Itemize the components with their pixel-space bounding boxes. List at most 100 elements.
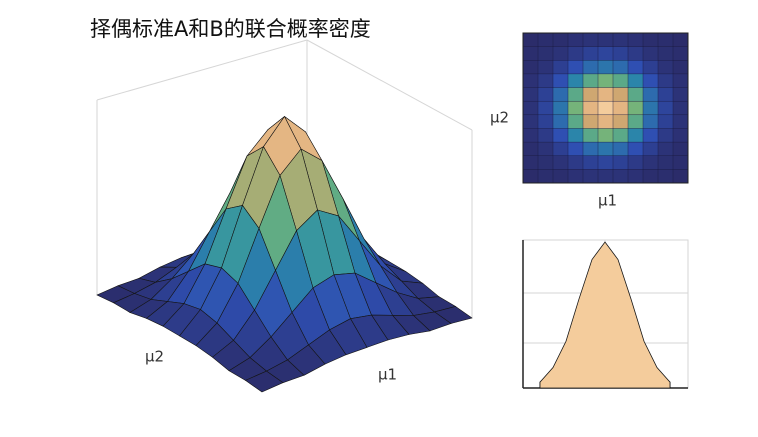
- heatmap-cell: [582, 87, 599, 102]
- heatmap-cell: [612, 128, 629, 143]
- heatmap-cell: [672, 169, 689, 184]
- x-axis-label: μ1: [598, 192, 617, 210]
- heatmap-cell: [567, 155, 584, 170]
- heatmap-cell: [672, 100, 689, 116]
- heatmap-cell: [597, 128, 614, 143]
- heatmap-cell: [537, 155, 554, 170]
- heatmap-cell: [522, 100, 539, 116]
- heatmap-cell: [627, 141, 644, 157]
- surface: [96, 115, 473, 393]
- heatmap-cell: [537, 169, 554, 184]
- heatmap-cell: [567, 100, 584, 116]
- heatmap-cell: [642, 114, 659, 129]
- heatmap-cell: [657, 87, 674, 102]
- heatmap-cell: [597, 87, 614, 102]
- heatmap-cell: [657, 169, 674, 184]
- heatmap-cell: [582, 128, 599, 143]
- heatmap-cell: [597, 169, 614, 184]
- heatmap-cell: [642, 128, 659, 143]
- heatmap-cell: [642, 73, 659, 89]
- heatmap-cell: [657, 114, 674, 129]
- heatmap-cell: [642, 155, 659, 170]
- heatmap-cell: [582, 155, 599, 170]
- heatmap-cell: [657, 128, 674, 143]
- heatmap-cell: [627, 46, 644, 61]
- y-axis-label: μ2: [490, 109, 509, 127]
- heatmap-cell: [537, 46, 554, 61]
- heatmap-cell: [537, 60, 554, 75]
- heatmap-cell: [597, 46, 614, 61]
- heatmap-cell: [537, 73, 554, 89]
- heatmap-cell: [627, 169, 644, 184]
- heatmap-cell: [612, 114, 629, 129]
- heatmap-cell: [657, 100, 674, 116]
- heatmap-cell: [657, 141, 674, 157]
- heatmap-cell: [552, 169, 569, 184]
- heatmap-cell: [552, 155, 569, 170]
- heatmap-frame: [522, 32, 689, 184]
- heatmap-cell: [627, 32, 644, 48]
- heatmap-cell: [522, 141, 539, 157]
- heatmap-cell: [672, 155, 689, 170]
- heatmap-cell: [642, 169, 659, 184]
- heatmap-cell: [612, 141, 629, 157]
- heatmap-cell: [552, 100, 569, 116]
- heatmap-cell: [672, 87, 689, 102]
- heatmap-cell: [642, 60, 659, 75]
- profile: [539, 241, 671, 389]
- heatmap-cell: [642, 87, 659, 102]
- heatmap-cell: [657, 155, 674, 170]
- heatmap-cell: [612, 87, 629, 102]
- heatmap-cell: [567, 46, 584, 61]
- heatmap-cell: [672, 32, 689, 48]
- heatmap-cell: [582, 60, 599, 75]
- heatmap-cell: [582, 32, 599, 48]
- heatmap-cell: [597, 155, 614, 170]
- heatmap-cell: [582, 73, 599, 89]
- heatmap-cell: [522, 60, 539, 75]
- heatmap-cell: [672, 73, 689, 89]
- heatmap-cell: [627, 87, 644, 102]
- heatmap-cell: [627, 73, 644, 89]
- heatmap-cell: [627, 100, 644, 116]
- heatmap-cell: [537, 87, 554, 102]
- heatmap-cell: [552, 46, 569, 61]
- heatmap-cell: [537, 114, 554, 129]
- heatmap-cell: [657, 73, 674, 89]
- heatmap-cell: [657, 46, 674, 61]
- heatmap-cell: [582, 100, 599, 116]
- heatmap-cell: [582, 169, 599, 184]
- heatmap-cell: [642, 141, 659, 157]
- heatmap-cell: [597, 114, 614, 129]
- heatmap-cell: [522, 169, 539, 184]
- heatmap-cell: [612, 73, 629, 89]
- heatmap-cell: [522, 155, 539, 170]
- heatmap-cell: [552, 114, 569, 129]
- heatmap-cell: [627, 60, 644, 75]
- heatmap-cell: [567, 32, 584, 48]
- heatmap-cell: [627, 114, 644, 129]
- heatmap-cell: [522, 73, 539, 89]
- heatmap-cell: [597, 141, 614, 157]
- heatmap-cell: [657, 32, 674, 48]
- heatmap-cell: [537, 100, 554, 116]
- heatmap-cell: [612, 32, 629, 48]
- heatmap-cell: [537, 128, 554, 143]
- heatmap-cell: [522, 114, 539, 129]
- heatmap-cell: [672, 128, 689, 143]
- heatmap-cell: [522, 46, 539, 61]
- heatmap-cell: [567, 87, 584, 102]
- heatmap-cell: [537, 32, 554, 48]
- heatmap-cell: [672, 141, 689, 157]
- heatmap-cell: [612, 169, 629, 184]
- heatmap-cell: [582, 141, 599, 157]
- heatmap-cell: [672, 114, 689, 129]
- heatmap-cell: [567, 114, 584, 129]
- heatmap-cell: [597, 60, 614, 75]
- heatmap-cell: [552, 141, 569, 157]
- heatmap-cell: [552, 73, 569, 89]
- heatmap-cell: [582, 114, 599, 129]
- heatmap-cell: [567, 141, 584, 157]
- heatmap-cell: [642, 32, 659, 48]
